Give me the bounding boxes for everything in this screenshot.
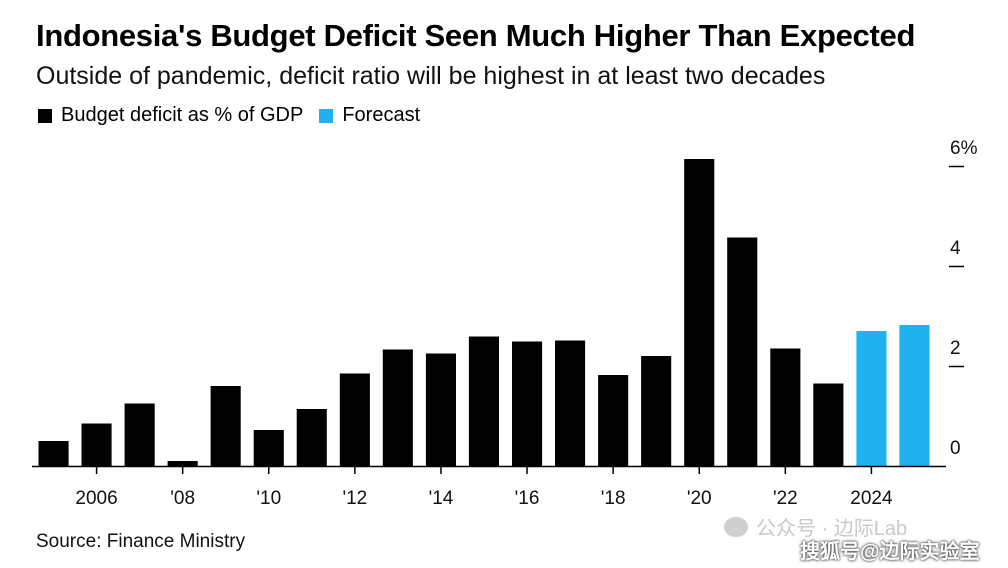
x-tick-label-2014: '14 bbox=[429, 488, 454, 509]
bar-2017 bbox=[555, 340, 586, 466]
bar-2021 bbox=[727, 237, 758, 466]
bar-2019 bbox=[641, 356, 672, 466]
bar-2010 bbox=[253, 430, 284, 466]
chart-legend: Budget deficit as % of GDP Forecast bbox=[38, 104, 436, 127]
bar-2015 bbox=[468, 336, 499, 466]
y-tick-label-2: 2 bbox=[950, 338, 961, 359]
y-tick-label-0: 0 bbox=[950, 438, 961, 459]
watermark-sohu: 搜狐号@边际实验室 bbox=[800, 541, 980, 563]
legend-item-actual: Budget deficit as % of GDP bbox=[38, 104, 303, 127]
wechat-icon bbox=[724, 516, 748, 537]
x-tick-label-2016: '16 bbox=[515, 488, 540, 509]
x-tick-label-2018: '18 bbox=[601, 488, 626, 509]
bar-2014 bbox=[425, 353, 456, 466]
bar-2012 bbox=[339, 373, 370, 466]
bar-2022 bbox=[770, 348, 801, 466]
x-tick-label-2024: 2024 bbox=[850, 488, 893, 509]
y-tick-label-4: 4 bbox=[950, 238, 961, 259]
bar-2018 bbox=[598, 375, 629, 466]
bar-2005 bbox=[38, 441, 69, 466]
bar-2016 bbox=[512, 341, 543, 466]
bar-2007 bbox=[124, 403, 155, 466]
watermark-wechat-label: 公众号 · 边际Lab bbox=[756, 518, 908, 540]
x-tick-label-2012: '12 bbox=[342, 488, 367, 509]
bar-2013 bbox=[382, 349, 413, 466]
bar-2006 bbox=[81, 423, 112, 466]
legend-item-forecast: Forecast bbox=[319, 104, 420, 127]
chart-subtitle: Outside of pandemic, deficit ratio will … bbox=[36, 62, 826, 90]
bar-2011 bbox=[296, 409, 327, 466]
x-tick-label-2010: '10 bbox=[256, 488, 281, 509]
bar-2009 bbox=[210, 386, 241, 466]
bar-2020 bbox=[684, 159, 715, 466]
legend-swatch-actual bbox=[38, 108, 52, 123]
bar-2023 bbox=[813, 383, 844, 466]
legend-label-forecast: Forecast bbox=[342, 104, 421, 126]
watermark-wechat: 公众号 · 边际Lab bbox=[724, 512, 907, 541]
chart-title: Indonesia's Budget Deficit Seen Much Hig… bbox=[36, 18, 916, 53]
bar-2024-forecast bbox=[856, 331, 887, 466]
x-tick-label-2008: '08 bbox=[170, 488, 195, 509]
source-note: Source: Finance Ministry bbox=[36, 531, 246, 552]
bar-2025-forecast bbox=[899, 325, 930, 466]
x-tick-label-2020: '20 bbox=[687, 488, 712, 509]
bar-2008 bbox=[167, 461, 198, 466]
x-tick-label-2006: 2006 bbox=[75, 488, 117, 509]
legend-label-actual: Budget deficit as % of GDP bbox=[61, 104, 304, 126]
legend-swatch-forecast bbox=[319, 108, 334, 123]
x-tick-label-2022: '22 bbox=[773, 488, 798, 509]
y-tick-label-6: 6% bbox=[950, 138, 978, 159]
